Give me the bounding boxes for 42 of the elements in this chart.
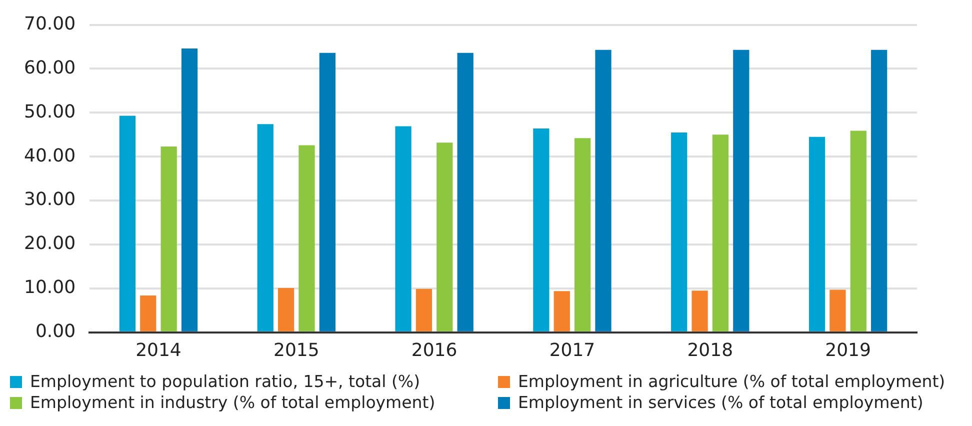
bar [595, 50, 612, 332]
bar [871, 50, 888, 332]
bar [257, 124, 274, 332]
x-tick-label: 2017 [549, 340, 596, 361]
x-tick-label: 2018 [687, 340, 734, 361]
bar [319, 52, 336, 332]
y-tick-label: 50.00 [24, 101, 76, 122]
legend-label: Employment in services (% of total employment) [518, 393, 924, 412]
bar [533, 128, 550, 332]
bar [298, 145, 315, 332]
bar [554, 291, 570, 332]
legend-label: Employment to population ratio, 15+, total (%) [30, 372, 420, 391]
bar [119, 116, 136, 332]
y-tick-label: 0.00 [35, 321, 76, 342]
bar [733, 50, 750, 332]
bar [416, 288, 432, 332]
bar [395, 126, 412, 332]
y-tick-label: 70.00 [24, 13, 76, 34]
bar [457, 52, 474, 332]
bar [181, 48, 198, 332]
bar [712, 134, 729, 332]
x-tick-label: 2019 [825, 340, 871, 361]
bar [692, 290, 708, 332]
x-tick-label: 2016 [411, 340, 458, 361]
x-tick-label: 2015 [273, 340, 320, 361]
legend-label: Employment in agriculture (% of total employment) [518, 372, 946, 391]
bar [671, 132, 688, 332]
y-tick-label: 10.00 [24, 277, 76, 298]
bar [808, 136, 826, 332]
y-tick-label: 30.00 [24, 189, 76, 210]
y-tick-label: 20.00 [24, 233, 76, 254]
y-tick-label: 40.00 [24, 145, 76, 166]
x-tick-label: 2014 [136, 340, 182, 361]
bar [140, 295, 156, 332]
bar [850, 130, 866, 332]
legend-label: Employment in industry (% of total employment) [30, 393, 436, 412]
y-tick-label: 60.00 [24, 57, 76, 78]
bar [830, 290, 846, 332]
bar [160, 146, 177, 332]
bar [436, 142, 453, 332]
bar [574, 138, 591, 332]
bar [278, 288, 294, 332]
